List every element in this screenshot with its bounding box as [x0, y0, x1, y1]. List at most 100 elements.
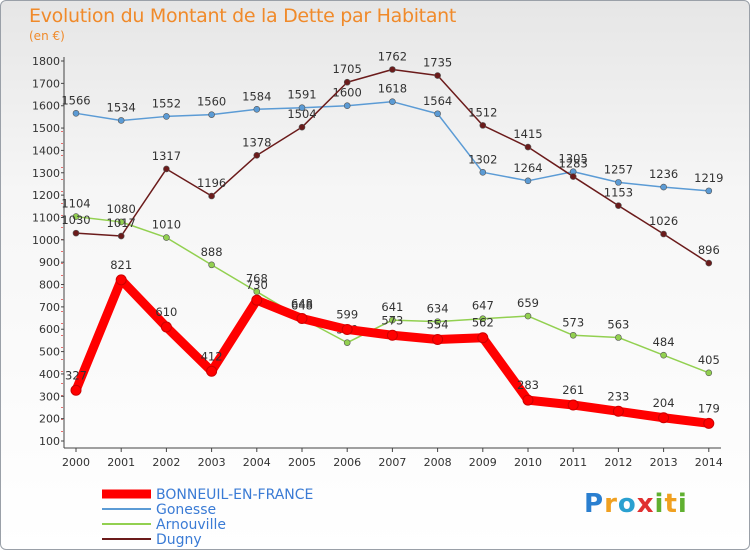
y-tick-label: 900	[39, 256, 60, 269]
x-tick-label: 2004	[243, 456, 271, 469]
chart-title: Evolution du Montant de la Dette par Hab…	[29, 5, 457, 27]
x-tick-label: 2012	[604, 456, 632, 469]
x-tick-label: 2010	[514, 456, 542, 469]
data-point	[660, 351, 667, 359]
data-point	[208, 261, 215, 269]
data-label: 1512	[468, 105, 497, 119]
legend-label: Arnouville	[156, 517, 226, 533]
series-line-gonesse	[75, 100, 710, 192]
y-tick-label: 1000	[32, 234, 60, 247]
data-label: 1566	[61, 93, 90, 107]
data-point	[208, 192, 215, 200]
y-tick-label: 700	[39, 301, 60, 314]
y-tick-label: 1800	[32, 55, 60, 68]
data-point	[658, 412, 670, 424]
data-label: 1415	[513, 127, 542, 141]
data-point	[117, 117, 125, 124]
data-point	[660, 230, 667, 238]
y-tick-label: 1700	[32, 77, 60, 90]
data-label: 1504	[287, 107, 316, 121]
chart-unit: (en €)	[29, 29, 65, 43]
data-label: 573	[562, 315, 584, 329]
data-point	[524, 177, 532, 185]
y-tick-label: 1300	[32, 167, 60, 180]
data-label: 1534	[107, 100, 136, 114]
data-point	[434, 318, 441, 325]
data-label: 1017	[107, 216, 136, 230]
data-point	[615, 202, 622, 209]
series-line-arnouville	[75, 215, 710, 374]
data-label: 648	[291, 297, 313, 311]
data-label: 1735	[423, 56, 452, 70]
y-tick-label: 1100	[32, 211, 60, 224]
data-point	[341, 323, 353, 335]
data-point	[72, 229, 80, 237]
data-label: 1305	[559, 152, 588, 166]
x-tick-label: 2002	[152, 456, 180, 469]
data-point	[434, 110, 441, 118]
data-label: 1705	[333, 62, 362, 76]
x-tick-label: 2001	[107, 456, 135, 469]
y-tick-label: 1600	[32, 100, 60, 113]
data-label: 204	[653, 396, 675, 410]
data-label: 610	[155, 305, 177, 319]
data-label: 599	[336, 307, 358, 321]
x-tick-label: 2005	[288, 456, 316, 469]
data-label: 261	[562, 383, 584, 397]
data-point	[386, 329, 398, 341]
data-label: 1010	[152, 218, 181, 232]
data-label: 648	[291, 299, 313, 313]
x-tick-label: 2003	[198, 456, 226, 469]
data-point	[117, 218, 125, 226]
y-tick-label: 200	[39, 413, 60, 426]
data-label: 563	[607, 318, 629, 332]
data-label: 1618	[378, 82, 407, 96]
data-point	[612, 405, 624, 417]
data-label: 768	[246, 272, 268, 286]
data-point	[705, 187, 713, 195]
data-point	[479, 315, 487, 323]
data-label: 233	[607, 389, 629, 403]
data-label: 1317	[152, 149, 181, 163]
y-tick-label: 1400	[32, 144, 60, 157]
legend-label: Gonesse	[156, 502, 216, 518]
data-label: 1378	[242, 135, 271, 149]
data-label: 1762	[378, 49, 407, 63]
data-point	[343, 78, 351, 86]
data-label: 484	[653, 335, 675, 349]
data-label: 412	[201, 349, 223, 363]
data-label: 647	[472, 299, 494, 313]
data-point	[72, 110, 80, 117]
data-point	[253, 152, 261, 159]
data-point	[160, 321, 172, 333]
data-label: 634	[427, 302, 449, 316]
data-point	[477, 332, 489, 344]
data-label: 659	[517, 296, 539, 310]
x-tick-label: 2013	[650, 456, 678, 469]
data-label: 283	[517, 378, 539, 392]
data-point	[296, 313, 308, 325]
data-label: 1026	[649, 214, 678, 228]
data-point	[615, 179, 622, 186]
data-point	[389, 66, 396, 73]
data-point	[163, 113, 170, 120]
x-tick-label: 2008	[424, 456, 452, 469]
data-label: 554	[427, 318, 449, 332]
data-label: 1104	[61, 197, 90, 211]
data-point	[615, 334, 622, 341]
data-point	[163, 165, 170, 173]
data-point	[389, 316, 396, 324]
data-point	[522, 394, 534, 406]
data-point	[298, 104, 306, 112]
data-point	[705, 369, 713, 377]
data-point	[115, 274, 127, 286]
data-point	[569, 331, 577, 339]
data-point	[117, 232, 125, 240]
data-label: 1564	[423, 94, 452, 108]
y-tick-label: 600	[39, 323, 60, 336]
legend-label: Dugny	[156, 532, 202, 548]
data-label: 573	[381, 313, 403, 327]
data-label: 730	[246, 278, 268, 292]
